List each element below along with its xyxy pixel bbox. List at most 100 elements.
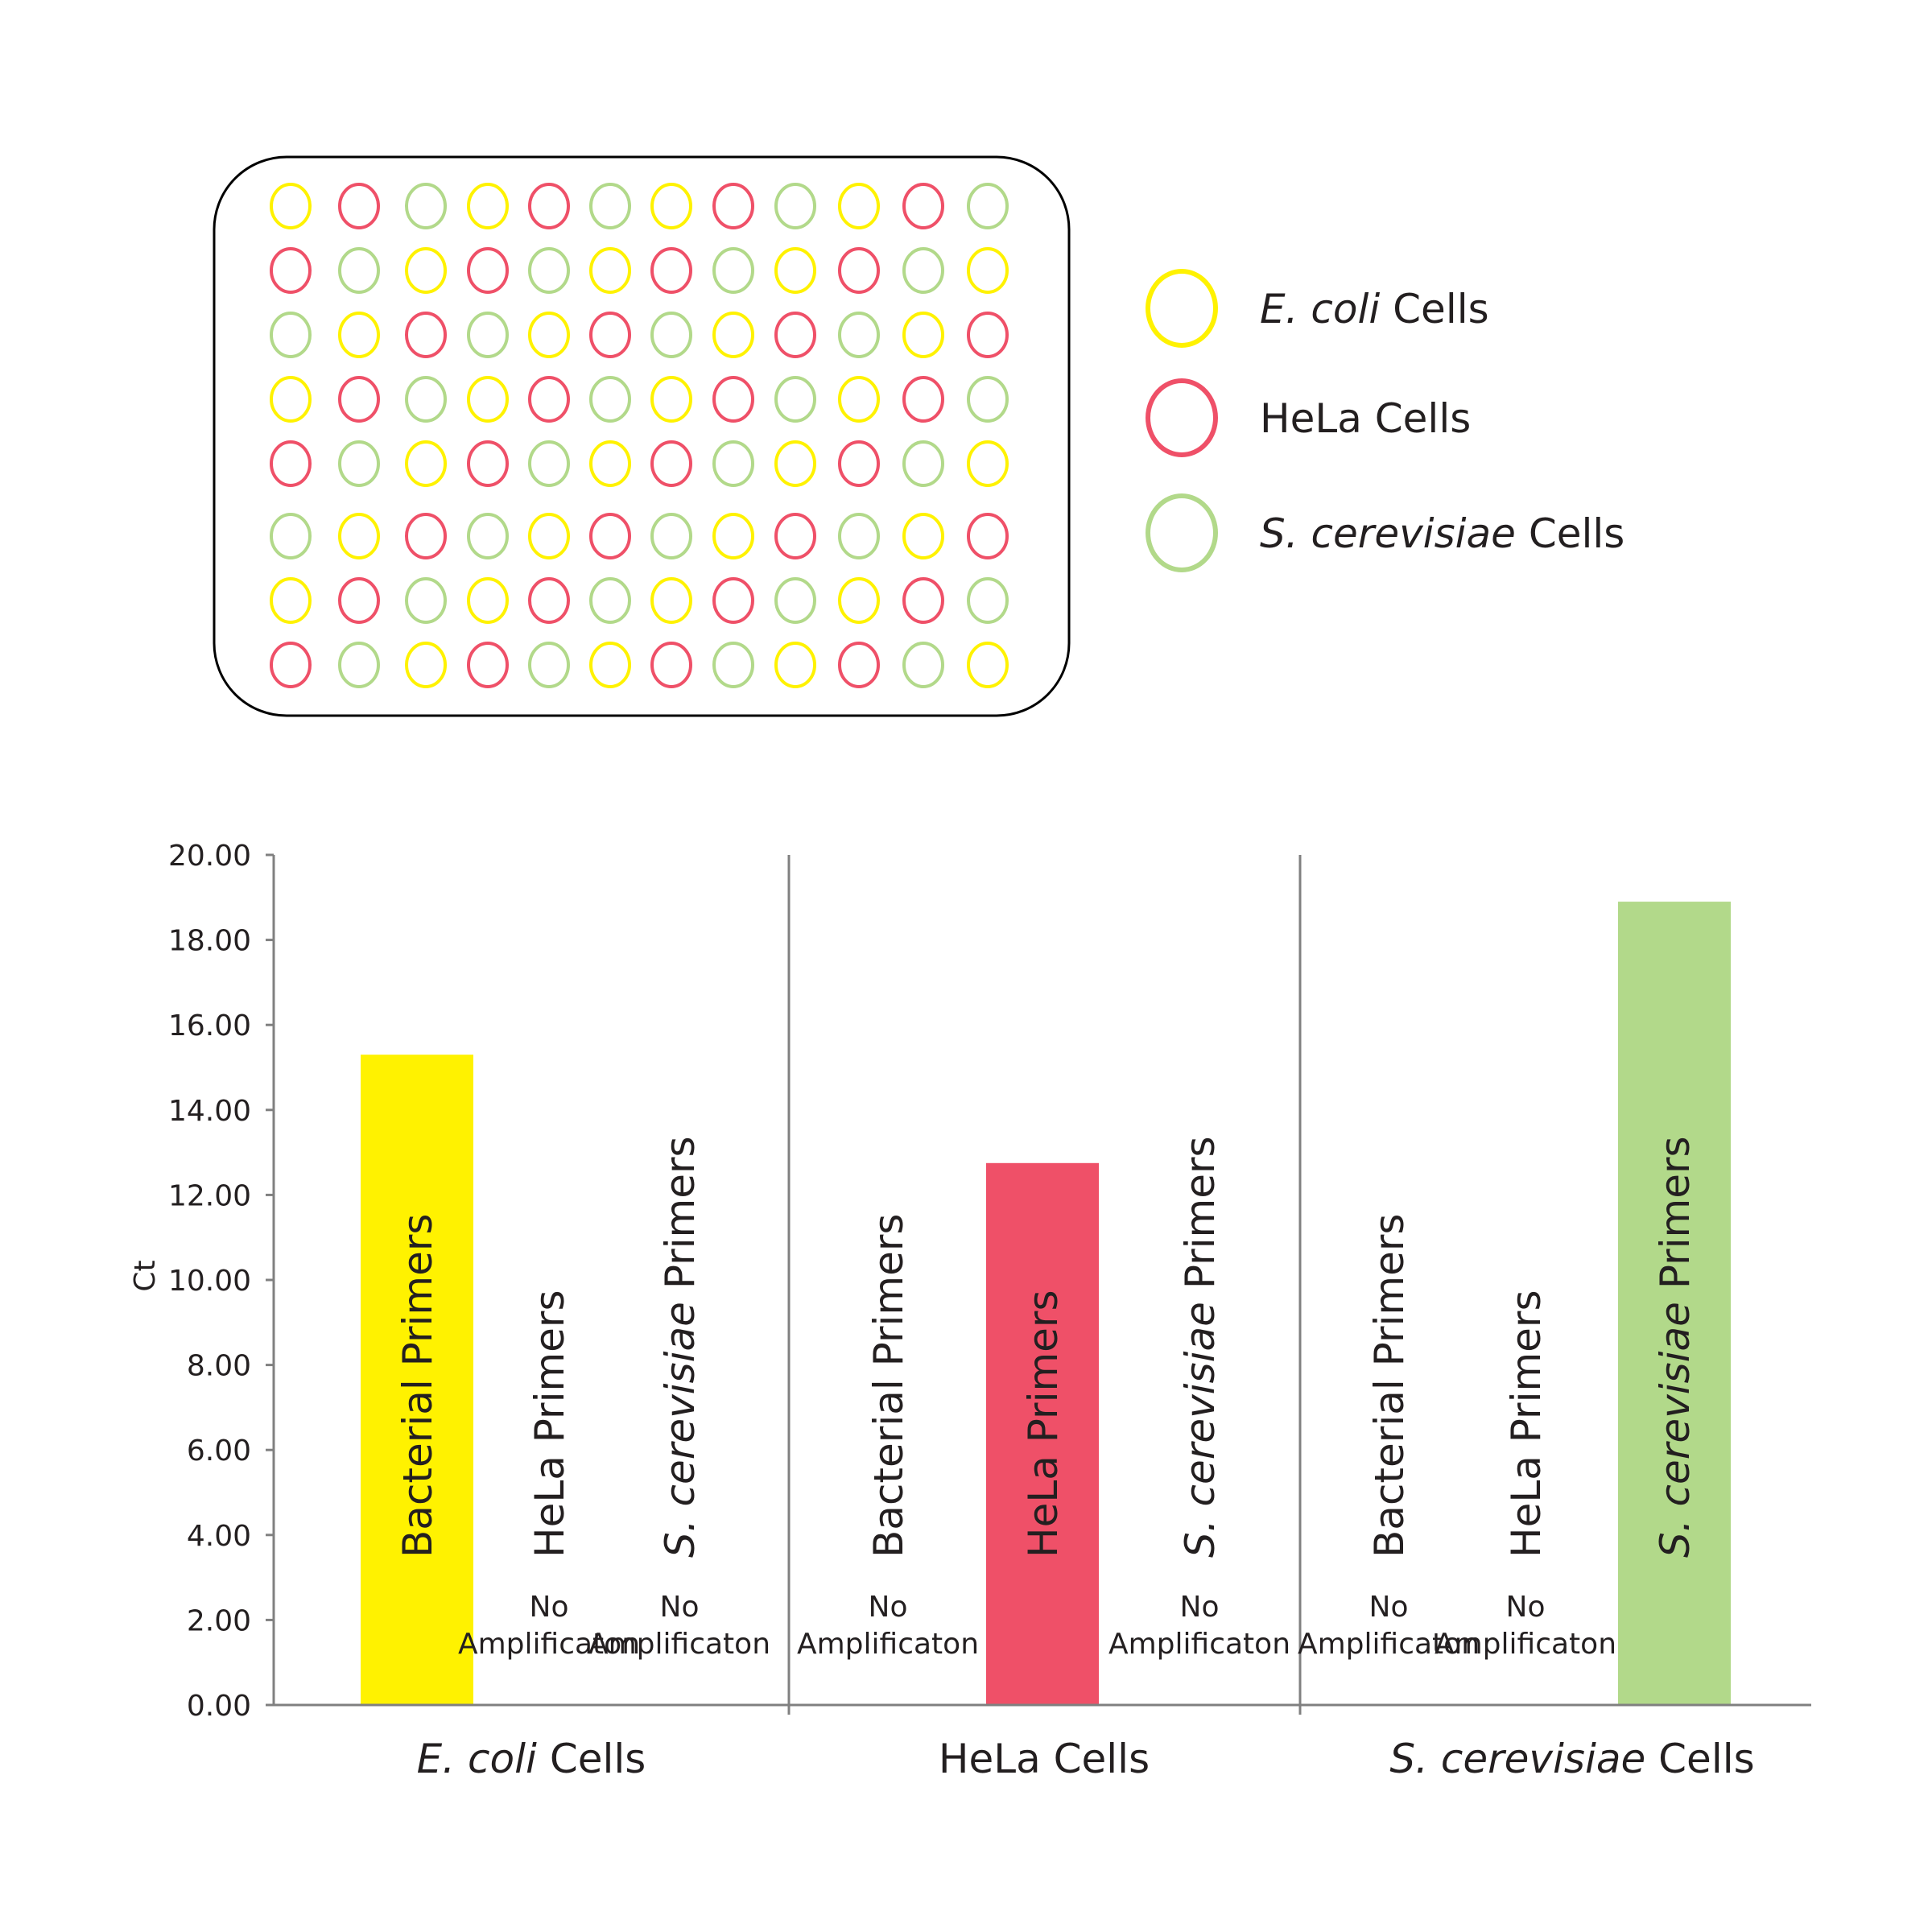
well-scer <box>902 440 944 487</box>
well-hela <box>838 440 880 487</box>
well-ecoli <box>838 376 880 423</box>
well-hela <box>405 513 447 559</box>
well-scer <box>589 577 631 624</box>
primer-label-scer: S. cerevisiae Primers <box>657 1136 704 1558</box>
y-tick-label: 6.00 <box>187 1435 251 1468</box>
well-ecoli <box>774 247 816 294</box>
bars <box>361 902 1731 1705</box>
well-hela <box>589 312 631 358</box>
group-labels: E. coli Cells HeLa Cells S. cerevisiae Cel… <box>417 1736 1755 1782</box>
well-ecoli <box>528 513 570 559</box>
well-ecoli <box>405 247 447 294</box>
y-tick-label: 20.00 <box>168 840 251 873</box>
well-ecoli <box>405 642 447 688</box>
well-hela <box>650 642 692 688</box>
y-axis-label: Ct <box>129 1260 162 1291</box>
primer-label-hela: HeLa Primers <box>1020 1290 1067 1558</box>
well-plate <box>213 155 1071 717</box>
well-scer <box>338 247 380 294</box>
no-amplification-label: No Amplificaton <box>1298 1591 1480 1661</box>
well-ecoli <box>650 183 692 229</box>
well-scer <box>650 513 692 559</box>
well-ecoli <box>774 440 816 487</box>
well-hela <box>838 247 880 294</box>
legend-swatch-scer <box>1146 493 1218 572</box>
well-scer <box>528 247 570 294</box>
well-hela <box>902 183 944 229</box>
well-scer <box>405 577 447 624</box>
well-scer <box>712 642 754 688</box>
well-hela <box>338 577 380 624</box>
bar-hela <box>986 1162 1099 1705</box>
well-hela <box>405 312 447 358</box>
legend-label-hela: HeLa Cells <box>1260 395 1471 442</box>
well-hela <box>467 247 509 294</box>
well-ecoli <box>967 247 1009 294</box>
well-scer <box>712 247 754 294</box>
well-scer <box>589 183 631 229</box>
well-hela <box>528 183 570 229</box>
well-scer <box>650 312 692 358</box>
well-hela <box>902 376 944 423</box>
legend-label-scer: S. cerevisiae Cells <box>1260 510 1624 557</box>
well-scer <box>902 247 944 294</box>
well-ecoli <box>270 183 312 229</box>
legend-swatch-ecoli <box>1146 269 1218 348</box>
no-amplification-label: No Amplificaton <box>1435 1591 1616 1661</box>
well-hela <box>967 513 1009 559</box>
well-hela <box>270 642 312 688</box>
well-scer <box>467 312 509 358</box>
well-ecoli <box>467 577 509 624</box>
well-hela <box>589 513 631 559</box>
well-scer <box>774 577 816 624</box>
well-ecoli <box>528 312 570 358</box>
y-tick-label: 16.00 <box>168 1009 251 1042</box>
no-amplification-label: No Amplificaton <box>1108 1591 1290 1661</box>
well-scer <box>838 312 880 358</box>
no-amplification-label: No Amplificaton <box>797 1591 979 1661</box>
y-tick-label: 0.00 <box>187 1690 251 1723</box>
well-hela <box>528 376 570 423</box>
well-scer <box>967 183 1009 229</box>
well-ecoli <box>774 642 816 688</box>
primer-label-ecoli: Bacterial Primers <box>1366 1214 1413 1558</box>
y-tick-label: 8.00 <box>187 1350 251 1383</box>
well-scer <box>902 642 944 688</box>
well-hela <box>774 312 816 358</box>
well-hela <box>650 247 692 294</box>
well-scer <box>338 440 380 487</box>
primer-label-ecoli: Bacterial Primers <box>865 1214 912 1558</box>
group-label: S. cerevisiae Cells <box>1389 1736 1754 1782</box>
well-scer <box>338 642 380 688</box>
y-tick-label: 4.00 <box>187 1520 251 1553</box>
well-hela <box>712 183 754 229</box>
well-scer <box>967 577 1009 624</box>
well-hela <box>270 247 312 294</box>
primer-label-hela: HeLa Primers <box>1503 1290 1550 1558</box>
legend: E. coli Cells HeLa Cells S. cerevisiae Cel… <box>1146 269 1624 572</box>
well-hela <box>967 312 1009 358</box>
well-scer <box>467 513 509 559</box>
well-ecoli <box>902 312 944 358</box>
plate-wells <box>270 183 1009 688</box>
well-hela <box>467 642 509 688</box>
well-scer <box>270 513 312 559</box>
well-hela <box>712 577 754 624</box>
well-ecoli <box>467 376 509 423</box>
well-hela <box>338 183 380 229</box>
y-tick-label: 18.00 <box>168 925 251 958</box>
y-tick-label: 2.00 <box>187 1604 251 1637</box>
well-hela <box>467 440 509 487</box>
well-ecoli <box>589 642 631 688</box>
ct-bar-chart: 0.00 2.00 4.00 6.00 8.00 10.00 12.00 14.00 16.00… <box>129 840 1811 1782</box>
well-ecoli <box>967 440 1009 487</box>
well-ecoli <box>712 312 754 358</box>
legend-label-ecoli: E. coli Cells <box>1260 286 1489 332</box>
well-scer <box>405 376 447 423</box>
well-ecoli <box>838 183 880 229</box>
bar-ecoli <box>361 1055 473 1705</box>
y-tick-label: 12.00 <box>168 1179 251 1212</box>
group-dividers <box>787 855 1302 1715</box>
well-scer <box>774 376 816 423</box>
primer-label-hela: HeLa Primers <box>526 1290 573 1558</box>
